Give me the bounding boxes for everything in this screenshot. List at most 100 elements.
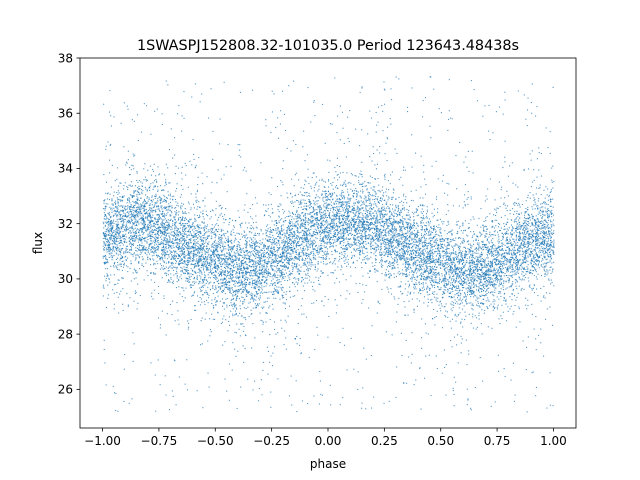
data-point (316, 300, 318, 302)
data-point (392, 249, 394, 251)
data-point (412, 225, 414, 227)
data-point (296, 411, 298, 413)
data-point (470, 275, 472, 277)
data-point (326, 200, 328, 202)
data-point (406, 237, 408, 239)
data-point (481, 302, 483, 304)
data-point (168, 280, 170, 282)
data-point (357, 232, 359, 234)
data-point (469, 277, 471, 279)
data-point (328, 207, 330, 209)
data-point (244, 282, 246, 284)
data-point (295, 244, 297, 246)
data-point (146, 213, 148, 215)
data-point (545, 265, 547, 267)
data-point (254, 248, 256, 250)
data-point (430, 258, 432, 260)
data-point (412, 224, 414, 226)
data-point (500, 216, 502, 218)
data-point (306, 191, 308, 193)
data-point (366, 214, 368, 216)
data-point (321, 224, 323, 226)
data-point (429, 293, 431, 295)
data-point (253, 272, 255, 274)
data-point (389, 229, 391, 231)
data-point (522, 228, 524, 230)
data-point (357, 217, 359, 219)
data-point (545, 262, 547, 264)
data-point (479, 295, 481, 297)
data-point (344, 253, 346, 255)
data-point (483, 264, 485, 266)
data-point (366, 227, 368, 229)
data-point (350, 243, 352, 245)
data-point (266, 210, 268, 212)
data-point (211, 313, 213, 315)
data-point (328, 214, 330, 216)
data-point (496, 268, 498, 270)
data-point (280, 281, 282, 283)
data-point (422, 290, 424, 292)
data-point (490, 264, 492, 266)
data-point (472, 276, 474, 278)
data-point (219, 274, 221, 276)
data-point (502, 250, 504, 252)
data-point (493, 269, 495, 271)
data-point (280, 234, 282, 236)
data-point (547, 215, 549, 217)
data-point (408, 209, 410, 211)
data-point (553, 246, 555, 248)
data-point (167, 281, 169, 283)
data-point (376, 228, 378, 230)
data-point (159, 257, 161, 259)
data-point (165, 232, 167, 234)
data-point (156, 232, 158, 234)
data-point (478, 245, 480, 247)
data-point (487, 251, 489, 253)
data-point (386, 224, 388, 226)
data-point (514, 211, 516, 213)
data-point (298, 252, 300, 254)
data-point (486, 306, 488, 308)
data-point (354, 255, 356, 257)
data-point (195, 248, 197, 250)
data-point (366, 221, 368, 223)
data-point (461, 308, 463, 310)
data-point (212, 252, 214, 254)
data-point (385, 246, 387, 248)
data-point (222, 318, 224, 320)
data-point (377, 227, 379, 229)
data-point (513, 221, 515, 223)
data-point (213, 231, 215, 233)
data-point (364, 181, 366, 183)
data-point (317, 200, 319, 202)
data-point (128, 221, 130, 223)
data-point (487, 257, 489, 259)
data-point (107, 233, 109, 235)
data-point (292, 213, 294, 215)
data-point (318, 279, 320, 281)
data-point (226, 265, 228, 267)
data-point (504, 156, 506, 158)
data-point (481, 271, 483, 273)
data-point (353, 192, 355, 194)
data-point (356, 248, 358, 250)
data-point (142, 233, 144, 235)
data-point (409, 233, 411, 235)
data-point (136, 172, 138, 174)
data-point (131, 212, 133, 214)
data-point (227, 144, 229, 146)
data-point (193, 264, 195, 266)
data-point (288, 277, 290, 279)
data-point (480, 234, 482, 236)
data-point (210, 249, 212, 251)
data-point (454, 270, 456, 272)
data-point (376, 199, 378, 201)
data-point (384, 213, 386, 215)
data-point (237, 246, 239, 248)
data-point (158, 217, 160, 219)
data-point (220, 258, 222, 260)
data-point (263, 245, 265, 247)
data-point (288, 222, 290, 224)
data-point (343, 344, 345, 346)
